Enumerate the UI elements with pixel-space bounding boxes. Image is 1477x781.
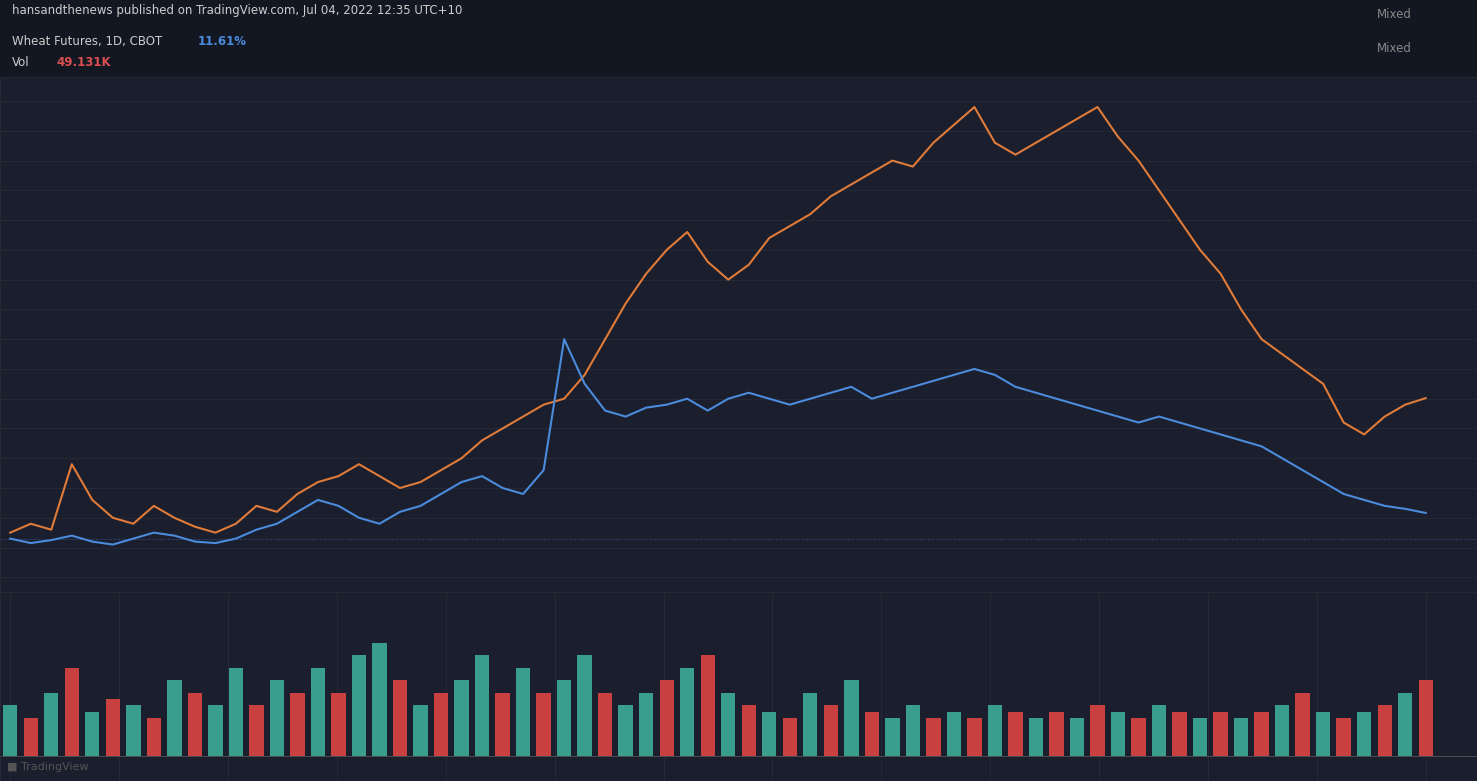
Bar [1214, 711, 1227, 756]
Bar [926, 718, 941, 756]
Bar [393, 680, 408, 756]
Bar [455, 680, 468, 756]
Bar [824, 705, 837, 756]
Text: 50.20%: 50.20% [130, 76, 179, 89]
Bar [1399, 693, 1412, 756]
Bar [640, 693, 653, 756]
Bar [310, 668, 325, 756]
Bar [331, 693, 346, 756]
Bar [1254, 711, 1269, 756]
Bar [598, 693, 613, 756]
Bar [619, 705, 632, 756]
Bar [434, 693, 448, 756]
Bar [536, 693, 551, 756]
Bar [988, 705, 1001, 756]
Bar [1029, 718, 1043, 756]
Bar [741, 705, 756, 756]
Bar [146, 718, 161, 756]
Bar [352, 655, 366, 756]
Bar [1090, 705, 1105, 756]
Bar [44, 693, 59, 756]
Bar [1337, 718, 1351, 756]
Text: Mixed: Mixed [1377, 8, 1412, 21]
Bar [1131, 718, 1146, 756]
Bar [1378, 705, 1391, 756]
Bar [250, 705, 263, 756]
Bar [885, 718, 899, 756]
Bar [1069, 718, 1084, 756]
Bar [1173, 711, 1186, 756]
Bar [495, 693, 510, 756]
Bar [515, 668, 530, 756]
Bar [1049, 711, 1063, 756]
Bar [1009, 711, 1022, 756]
Text: NG1!, NYMEX: NG1!, NYMEX [12, 76, 90, 89]
Bar [864, 711, 879, 756]
Bar [905, 705, 920, 756]
Bar [762, 711, 777, 756]
Bar [106, 699, 120, 756]
Text: hansandthenews published on TradingView.com, Jul 04, 2022 12:35 UTC+10: hansandthenews published on TradingView.… [12, 4, 462, 17]
Bar [291, 693, 304, 756]
Text: 49.131K: 49.131K [56, 55, 111, 69]
Text: ■ TradingView: ■ TradingView [7, 761, 89, 772]
Bar [679, 668, 694, 756]
Bar [86, 711, 99, 756]
Bar [270, 680, 284, 756]
Text: Mixed: Mixed [1377, 42, 1412, 55]
Bar [721, 693, 736, 756]
Bar [3, 705, 18, 756]
Bar [947, 711, 962, 756]
Bar [803, 693, 817, 756]
Text: Vol: Vol [12, 55, 30, 69]
Bar [24, 718, 38, 756]
Bar [1233, 718, 1248, 756]
Bar [372, 643, 387, 756]
Bar [229, 668, 244, 756]
Bar [660, 680, 674, 756]
Bar [208, 705, 223, 756]
Text: 11.61%: 11.61% [198, 35, 247, 48]
Bar [1111, 711, 1125, 756]
Bar [126, 705, 140, 756]
Bar [1275, 705, 1289, 756]
Bar [967, 718, 982, 756]
Bar [65, 668, 78, 756]
Bar [1152, 705, 1167, 756]
Bar [167, 680, 182, 756]
Bar [783, 718, 798, 756]
Text: Wheat Futures, 1D, CBOT: Wheat Futures, 1D, CBOT [12, 35, 162, 48]
Bar [578, 655, 592, 756]
Bar [557, 680, 572, 756]
Bar [1418, 680, 1433, 756]
Bar [1193, 718, 1207, 756]
Bar [1295, 693, 1310, 756]
Bar [845, 680, 858, 756]
Bar [414, 705, 428, 756]
Bar [476, 655, 489, 756]
Bar [1357, 711, 1371, 756]
Bar [700, 655, 715, 756]
Bar [188, 693, 202, 756]
Bar [1316, 711, 1331, 756]
